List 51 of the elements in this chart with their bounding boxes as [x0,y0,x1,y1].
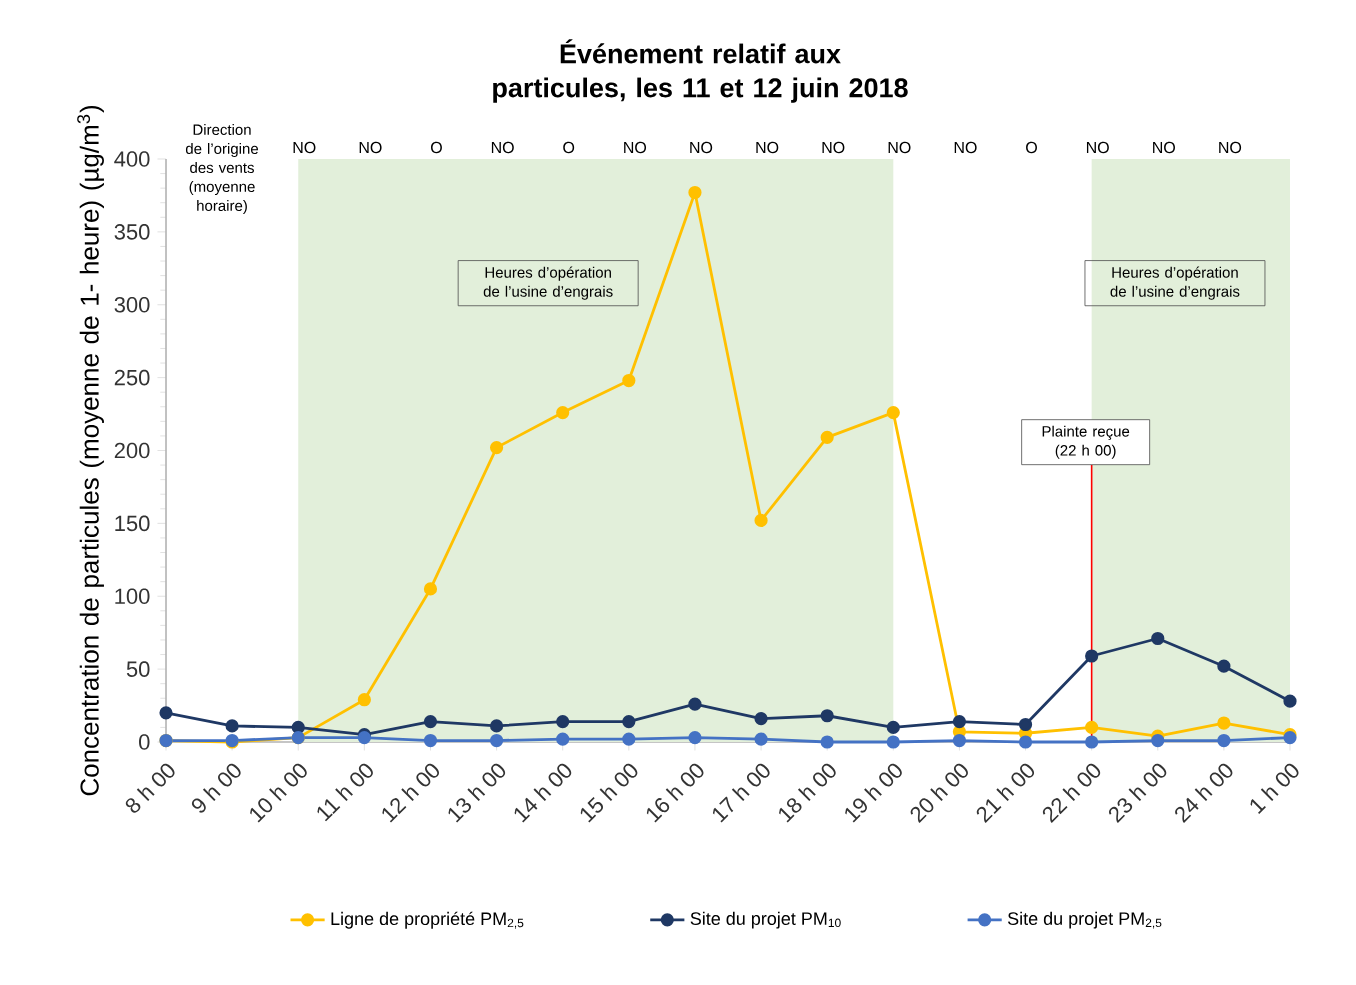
y-tick-label: 250 [114,369,150,386]
x-tick-label: 9 h 00 [191,763,241,813]
y-tick-label: 400 [114,151,150,167]
y-axis-title: Concentration de particules (moyenne de 1- heure) (µg/m$^{3}$) [77,105,104,796]
text: O [563,141,575,154]
y-tick-label: 0 [139,734,150,750]
x-tick-label: 15 h 00 [580,763,638,823]
x-tick-label: 16 h 00 [646,763,704,823]
legend-label: Ligne de propriété PM$_{2,5}$ [331,911,524,929]
text: O [431,141,442,154]
text: NO [1086,141,1109,154]
legend-label: Site du projet PM$_{2,5}$ [1007,911,1162,929]
x-tick-label: 13 h 00 [448,763,506,823]
annotation: Direction de l’origine des vents (moyenne horaire) [185,124,259,214]
text: NO [822,141,845,154]
text: NO [293,141,316,154]
y-tick-label: 50 [126,661,150,677]
x-tick-label: 22 h 00 [1042,763,1101,823]
text: O [1026,141,1037,154]
text: NO [690,141,713,154]
x-tick-label: 10 h 00 [250,763,307,823]
y-tick-label: 100 [115,588,150,605]
x-tick-label: 18 h 00 [779,763,836,823]
text: NO [624,141,647,154]
x-tick-label: 21 h 00 [976,763,1035,823]
x-tick-label: 14 h 00 [514,763,572,823]
x-tick-label: 23 h 00 [1108,763,1167,823]
x-tick-label: 24 h 00 [1175,763,1233,823]
text: NO [491,141,514,154]
x-tick-label: 12 h 00 [382,763,439,823]
y-tick-label: 200 [114,442,150,459]
text: NO [1219,141,1242,154]
x-tick-label: 19 h 00 [845,763,902,823]
text: NO [359,141,382,154]
x-tick-label: 1 h 00 [1250,763,1299,814]
band-label: Heures d’opération de l’usine d’engrais [483,266,613,300]
band-label: Heures d’opération de l’usine d’engrais [1110,266,1240,300]
text: NO [756,141,779,154]
text: NO [1153,141,1175,154]
x-tick-label: 8 h 00 [125,763,175,813]
y-tick-label: 300 [114,296,150,313]
text: NO [954,141,977,154]
text: NO [888,141,911,154]
x-tick-label: 11 h 00 [317,763,373,822]
chart-title: Événement relatif aux particules, les 11 et 12 juin 2018 [493,39,908,103]
legend-label: Site du projet PM$_{10}$ [690,911,841,929]
x-tick-label: 17 h 00 [712,763,770,823]
ref-line-label: Plainte reçue (22 h 00) [1042,425,1130,459]
y-tick-label: 150 [115,515,150,532]
x-tick-label: 20 h 00 [910,763,968,823]
y-tick-label: 350 [114,224,150,240]
